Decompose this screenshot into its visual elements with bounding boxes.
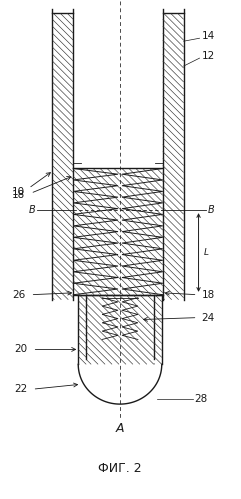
- Text: 18: 18: [201, 290, 215, 300]
- Text: 18: 18: [12, 190, 25, 200]
- Text: 20: 20: [14, 344, 27, 354]
- Text: B: B: [208, 205, 214, 215]
- Text: A: A: [116, 423, 124, 436]
- Text: 26: 26: [12, 290, 25, 300]
- Text: B: B: [29, 205, 35, 215]
- Text: 14: 14: [201, 31, 215, 41]
- Text: ФИГ. 2: ФИГ. 2: [98, 462, 142, 475]
- Text: L: L: [203, 248, 208, 257]
- Text: 12: 12: [201, 51, 215, 61]
- Text: 10: 10: [12, 187, 25, 197]
- Text: 28: 28: [194, 394, 208, 404]
- Text: 22: 22: [14, 384, 27, 394]
- Text: 24: 24: [201, 312, 215, 323]
